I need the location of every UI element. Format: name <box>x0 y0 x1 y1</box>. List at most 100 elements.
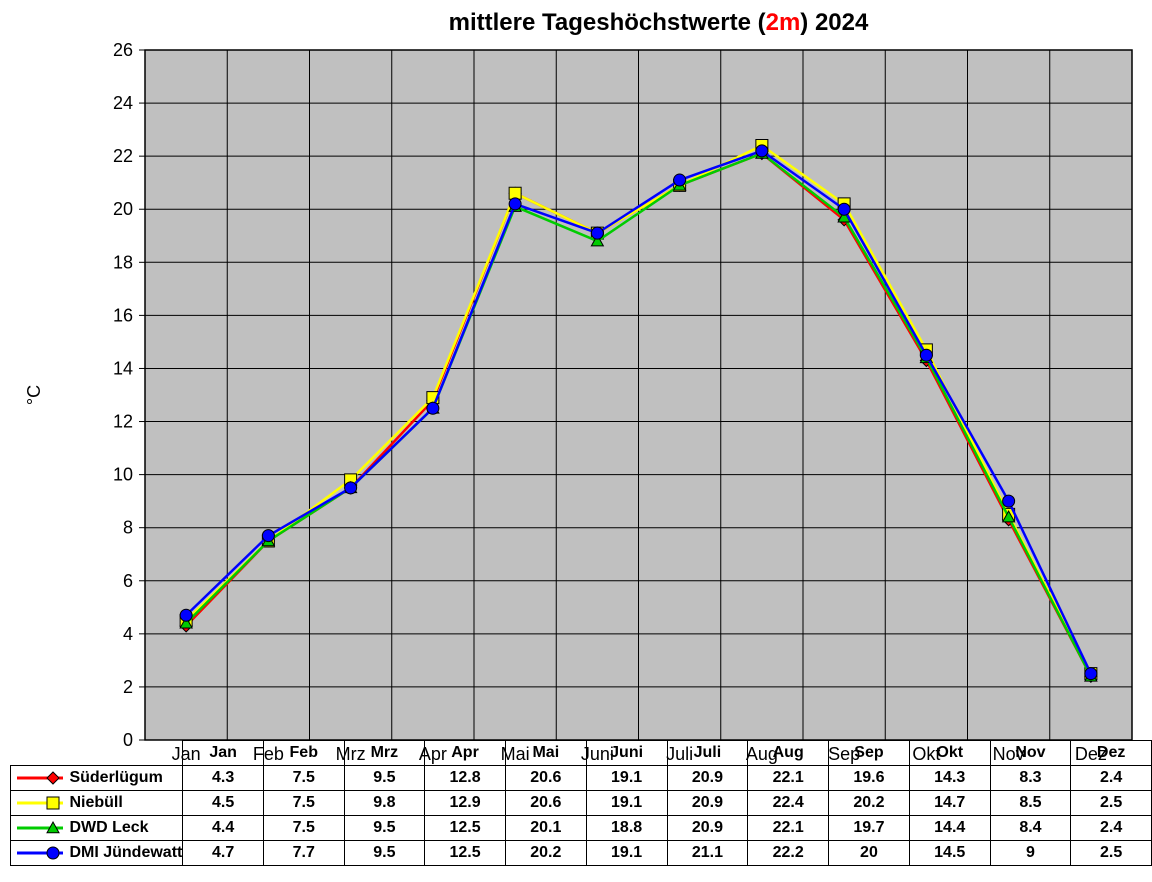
chart-title: mittlere Tageshöchstwerte (2m) 2024 <box>449 9 869 36</box>
table-data-cell: 20.1 <box>505 816 586 841</box>
table-data-cell: 9 <box>990 841 1071 866</box>
table-header-cell: Jan <box>183 741 264 766</box>
table-data-cell: 22.2 <box>748 841 829 866</box>
table-data-cell: 7.5 <box>263 791 344 816</box>
table-data-cell: 8.5 <box>990 791 1071 816</box>
legend-marker-icon <box>15 768 65 788</box>
table-corner-cell <box>11 741 183 766</box>
legend-cell: DWD Leck <box>11 816 183 841</box>
table-header-cell: Aug <box>748 741 829 766</box>
series-marker <box>1085 668 1097 680</box>
series-marker <box>345 482 357 494</box>
series-marker <box>262 530 274 542</box>
table-data-cell: 12.5 <box>425 841 506 866</box>
table-data-cell: 12.8 <box>425 766 506 791</box>
table-data-cell: 8.4 <box>990 816 1071 841</box>
series-marker <box>591 227 603 239</box>
legend-marker-icon <box>15 793 65 813</box>
y-tick-label: 18 <box>113 252 133 272</box>
table-row: Niebüll4.57.59.812.920.619.120.922.420.2… <box>11 791 1152 816</box>
table-data-cell: 19.1 <box>586 841 667 866</box>
table-header-cell: Juni <box>586 741 667 766</box>
table-data-cell: 14.3 <box>909 766 990 791</box>
table-data-cell: 7.5 <box>263 816 344 841</box>
legend-marker-icon <box>15 843 65 863</box>
table-data-cell: 7.5 <box>263 766 344 791</box>
table-data-cell: 19.1 <box>586 791 667 816</box>
table-data-cell: 20.2 <box>505 841 586 866</box>
table-header-cell: Sep <box>829 741 910 766</box>
table-data-cell: 22.1 <box>748 816 829 841</box>
table-data-cell: 22.1 <box>748 766 829 791</box>
legend-label: Süderlügum <box>69 769 162 786</box>
y-tick-label: 22 <box>113 146 133 166</box>
series-marker <box>756 145 768 157</box>
table-data-cell: 2.5 <box>1071 791 1152 816</box>
table-data-cell: 8.3 <box>990 766 1071 791</box>
y-tick-label: 26 <box>113 40 133 60</box>
table-data-cell: 19.6 <box>829 766 910 791</box>
table-data-cell: 2.5 <box>1071 841 1152 866</box>
legend-marker-icon <box>15 818 65 838</box>
y-tick-label: 6 <box>123 571 133 591</box>
series-marker <box>674 174 686 186</box>
y-tick-label: 2 <box>123 677 133 697</box>
table-header-cell: Mai <box>505 741 586 766</box>
table-data-cell: 12.5 <box>425 816 506 841</box>
series-marker <box>509 198 521 210</box>
table-data-cell: 20 <box>829 841 910 866</box>
table-header-cell: Okt <box>909 741 990 766</box>
y-tick-label: 8 <box>123 518 133 538</box>
table-data-cell: 19.7 <box>829 816 910 841</box>
y-tick-label: 14 <box>113 358 133 378</box>
y-tick-label: 10 <box>113 465 133 485</box>
table-data-cell: 4.7 <box>183 841 264 866</box>
series-marker <box>180 609 192 621</box>
y-tick-label: 4 <box>123 624 133 644</box>
table-data-cell: 20.6 <box>505 766 586 791</box>
table-data-cell: 7.7 <box>263 841 344 866</box>
table-data-cell: 2.4 <box>1071 766 1152 791</box>
table-row: Süderlügum4.37.59.512.820.619.120.922.11… <box>11 766 1152 791</box>
chart-container: 02468101214161820222426JanFebMrzAprMaiJu… <box>0 0 1152 882</box>
table-row: DMI Jündewatt4.77.79.512.520.219.121.122… <box>11 841 1152 866</box>
table-data-cell: 14.7 <box>909 791 990 816</box>
y-tick-label: 16 <box>113 305 133 325</box>
table-data-cell: 4.3 <box>183 766 264 791</box>
table-data-cell: 20.6 <box>505 791 586 816</box>
table-header-row: JanFebMrzAprMaiJuniJuliAugSepOktNovDez <box>11 741 1152 766</box>
series-marker <box>1003 495 1015 507</box>
table-data-cell: 9.8 <box>344 791 425 816</box>
table-data-cell: 12.9 <box>425 791 506 816</box>
series-marker <box>920 349 932 361</box>
table-data-cell: 21.1 <box>667 841 748 866</box>
legend-cell: Süderlügum <box>11 766 183 791</box>
table-data-cell: 9.5 <box>344 766 425 791</box>
table-header-cell: Apr <box>425 741 506 766</box>
table-data-cell: 22.4 <box>748 791 829 816</box>
series-marker <box>427 402 439 414</box>
table-header-cell: Dez <box>1071 741 1152 766</box>
table-header-cell: Feb <box>263 741 344 766</box>
table-header-cell: Juli <box>667 741 748 766</box>
table-data-cell: 20.9 <box>667 816 748 841</box>
y-tick-label: 20 <box>113 199 133 219</box>
legend-label: DMI Jündewatt <box>69 844 182 861</box>
table-data-cell: 14.4 <box>909 816 990 841</box>
table-data-cell: 14.5 <box>909 841 990 866</box>
series-marker <box>838 203 850 215</box>
legend-label: Niebüll <box>69 794 122 811</box>
table-row: DWD Leck4.47.59.512.520.118.820.922.119.… <box>11 816 1152 841</box>
table-header-cell: Mrz <box>344 741 425 766</box>
y-tick-label: 12 <box>113 412 133 432</box>
y-tick-label: 24 <box>113 93 133 113</box>
table-data-cell: 4.5 <box>183 791 264 816</box>
table-data-cell: 9.5 <box>344 841 425 866</box>
table-data-cell: 20.9 <box>667 791 748 816</box>
legend-label: DWD Leck <box>69 819 148 836</box>
table-data-cell: 18.8 <box>586 816 667 841</box>
data-table: JanFebMrzAprMaiJuniJuliAugSepOktNovDez S… <box>10 740 1152 866</box>
table-data-cell: 20.9 <box>667 766 748 791</box>
table-data-cell: 9.5 <box>344 816 425 841</box>
legend-cell: DMI Jündewatt <box>11 841 183 866</box>
